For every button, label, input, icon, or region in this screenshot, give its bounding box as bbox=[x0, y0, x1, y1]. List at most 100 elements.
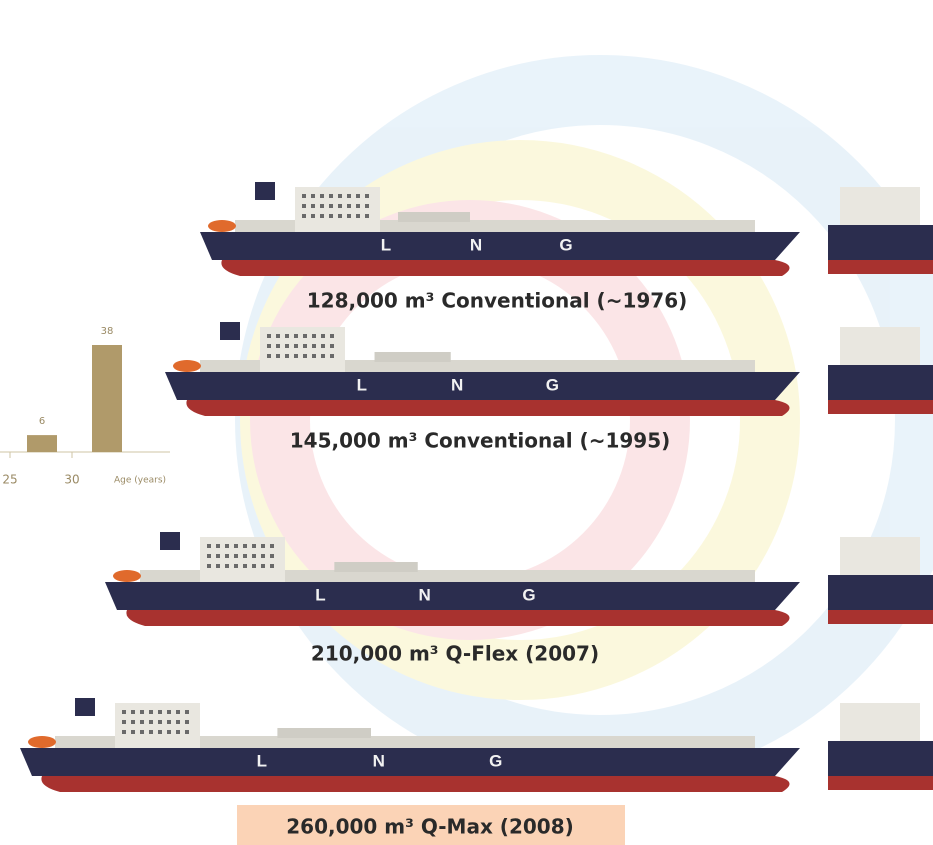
window bbox=[234, 564, 238, 568]
hull-letter: G bbox=[522, 585, 535, 604]
window bbox=[356, 214, 360, 218]
window bbox=[330, 344, 334, 348]
hull-letter: L bbox=[257, 751, 267, 770]
x-tick-label: 30 bbox=[64, 473, 79, 487]
window bbox=[140, 730, 144, 734]
front-superstructure bbox=[840, 187, 920, 225]
hull bbox=[105, 582, 800, 610]
window bbox=[131, 720, 135, 724]
window bbox=[329, 204, 333, 208]
window bbox=[321, 344, 325, 348]
window bbox=[356, 204, 360, 208]
window bbox=[303, 334, 307, 338]
front-superstructure bbox=[840, 327, 920, 365]
window bbox=[267, 354, 271, 358]
hull-letter: L bbox=[357, 375, 367, 394]
window bbox=[243, 544, 247, 548]
window bbox=[140, 720, 144, 724]
window bbox=[185, 720, 189, 724]
window bbox=[243, 554, 247, 558]
window bbox=[347, 194, 351, 198]
window bbox=[330, 334, 334, 338]
window bbox=[276, 344, 280, 348]
window bbox=[149, 720, 153, 724]
window bbox=[207, 554, 211, 558]
tank-cover bbox=[334, 562, 417, 572]
window bbox=[167, 730, 171, 734]
window bbox=[176, 730, 180, 734]
ship-caption: 260,000 m³ Q-Max (2008) bbox=[286, 815, 574, 839]
ship-caption: 210,000 m³ Q-Flex (2007) bbox=[311, 642, 599, 666]
window bbox=[122, 720, 126, 724]
window bbox=[320, 204, 324, 208]
lifeboat bbox=[113, 570, 141, 582]
window bbox=[276, 354, 280, 358]
superstructure bbox=[115, 703, 200, 748]
window bbox=[312, 334, 316, 338]
window bbox=[312, 354, 316, 358]
hull-letter: G bbox=[559, 235, 572, 254]
window bbox=[225, 564, 229, 568]
funnel bbox=[160, 532, 180, 550]
x-tick-label: 25 bbox=[2, 473, 17, 487]
window bbox=[330, 354, 334, 358]
window bbox=[252, 554, 256, 558]
window bbox=[122, 730, 126, 734]
window bbox=[185, 710, 189, 714]
window bbox=[261, 544, 265, 548]
window bbox=[270, 564, 274, 568]
window bbox=[261, 554, 265, 558]
bar bbox=[92, 345, 122, 452]
window bbox=[267, 344, 271, 348]
hull-letter: N bbox=[373, 751, 385, 770]
window bbox=[234, 544, 238, 548]
window bbox=[270, 554, 274, 558]
window bbox=[207, 544, 211, 548]
ring bbox=[280, 230, 660, 610]
window bbox=[294, 354, 298, 358]
hull-letter: N bbox=[419, 585, 431, 604]
window bbox=[216, 564, 220, 568]
window bbox=[149, 710, 153, 714]
window bbox=[216, 554, 220, 558]
window bbox=[356, 194, 360, 198]
inset-chart: Age (years) 2530638 bbox=[0, 326, 170, 487]
hull-letter: N bbox=[451, 375, 463, 394]
window bbox=[276, 334, 280, 338]
bar bbox=[27, 435, 57, 452]
funnel bbox=[255, 182, 275, 200]
window bbox=[312, 344, 316, 348]
window bbox=[320, 214, 324, 218]
window bbox=[311, 214, 315, 218]
window bbox=[321, 334, 325, 338]
front-hull bbox=[828, 575, 933, 610]
hull bbox=[165, 372, 800, 400]
window bbox=[167, 710, 171, 714]
window bbox=[207, 564, 211, 568]
ship-caption: 145,000 m³ Conventional (~1995) bbox=[290, 429, 671, 453]
window bbox=[252, 544, 256, 548]
window bbox=[365, 214, 369, 218]
window bbox=[329, 194, 333, 198]
window bbox=[285, 334, 289, 338]
window bbox=[347, 214, 351, 218]
window bbox=[285, 344, 289, 348]
hull-bottom bbox=[186, 400, 789, 416]
window bbox=[329, 214, 333, 218]
window bbox=[261, 564, 265, 568]
hull bbox=[200, 232, 800, 260]
window bbox=[302, 214, 306, 218]
superstructure bbox=[260, 327, 345, 372]
superstructure bbox=[200, 537, 285, 582]
funnel bbox=[75, 698, 95, 716]
window bbox=[338, 194, 342, 198]
front-superstructure bbox=[840, 703, 920, 741]
front-bottom bbox=[828, 400, 933, 414]
window bbox=[185, 730, 189, 734]
hull-letter: L bbox=[315, 585, 325, 604]
data-label: 38 bbox=[101, 326, 114, 337]
window bbox=[294, 344, 298, 348]
superstructure bbox=[295, 187, 380, 232]
hull-bottom bbox=[41, 776, 789, 792]
window bbox=[176, 710, 180, 714]
